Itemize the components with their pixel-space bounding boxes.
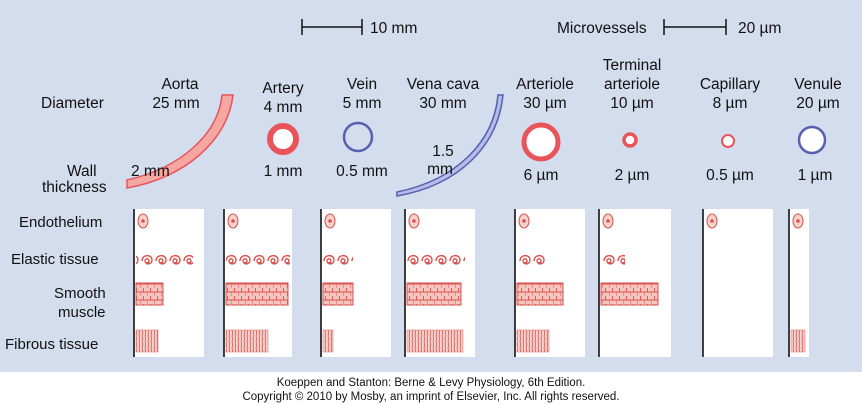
venule-name: Venule (794, 76, 841, 93)
row-label-diameter: Diameter (41, 95, 104, 112)
artery-smooth-muscle (225, 282, 289, 306)
microvessels-title: Microvessels (557, 20, 647, 37)
artery-tissue-panel (223, 209, 292, 357)
arteriole-elastic-tissue (517, 249, 547, 267)
terminal-arteriole-cross-section (622, 132, 638, 148)
row-label-muscle: muscle (58, 304, 106, 321)
venule-cross-section (797, 125, 827, 155)
aorta-elastic-tissue (136, 249, 193, 267)
capillary-name: Capillary (700, 76, 761, 93)
vein-diameter: 5 mm (343, 95, 382, 112)
artery-cross-section (267, 123, 299, 155)
vena-cava-name: Vena cava (407, 76, 480, 93)
row-label-elastic: Elastic tissue (11, 251, 99, 268)
aorta-diameter: 25 mm (152, 95, 199, 112)
scale-bar-20um-label: 20 µm (738, 20, 781, 37)
venule-panel-background (789, 209, 809, 357)
aorta-name: Aorta (161, 76, 198, 93)
aorta-wall-thickness: 2 mm (131, 163, 170, 180)
vena-cava-tissue-panel (404, 209, 475, 357)
artery-diameter: 4 mm (264, 99, 303, 116)
vena-cava-endothelial-nucleus (412, 219, 416, 223)
capillary-cross-section (721, 134, 735, 148)
capillary-endothelial-nucleus (710, 219, 714, 223)
scale-bar-10mm-label: 10 mm (370, 20, 417, 37)
venule-tissue-panel (788, 209, 809, 357)
vein-smooth-muscle (322, 282, 354, 306)
vein-tissue-panel (320, 209, 391, 357)
tissue-composition-panels (133, 209, 809, 357)
terminal-arteriole-smooth-muscle (600, 282, 659, 306)
arteriole-name: Arteriole (516, 76, 574, 93)
scale-bar-10mm: 10 mm (301, 19, 417, 37)
vein-wall-thickness: 0.5 mm (336, 163, 388, 180)
venule-diameter: 20 µm (796, 95, 839, 112)
terminal-arteriole-diameter: 10 µm (610, 95, 653, 112)
aorta-smooth-muscle (135, 282, 164, 306)
artery-name: Artery (262, 80, 304, 97)
row-label-thickness: thickness (42, 179, 107, 196)
vena-cava-wall-thickness-1: 1.5 (432, 143, 454, 160)
terminal-arteriole-name-1: Terminal (603, 57, 662, 74)
artery-elastic-tissue (226, 249, 290, 267)
arteriole-tissue-panel (514, 209, 585, 357)
venule-fibrous-tissue (790, 329, 806, 353)
artery-wall-thickness: 1 mm (264, 163, 303, 180)
terminal-arteriole-tissue-panel (598, 209, 671, 357)
vein-fibrous-tissue (322, 329, 334, 353)
vessel-diagram: 10 mm Microvessels 20 µm Diameter Wall t… (5, 19, 842, 357)
vena-cava-wall-thickness-2: mm (427, 161, 453, 178)
terminal-arteriole-endothelial-nucleus (606, 219, 610, 223)
row-label-fibrous: Fibrous tissue (5, 336, 98, 353)
row-label-wall: Wall (67, 163, 97, 180)
credit-line-1: Koeppen and Stanton: Berne & Levy Physio… (276, 377, 586, 389)
venule-endothelial-nucleus (796, 219, 800, 223)
aorta-wall-arc (126, 94, 234, 189)
capillary-wall-thickness: 0.5 µm (706, 167, 754, 184)
capillary-diameter: 8 µm (713, 95, 748, 112)
vein-name: Vein (347, 76, 377, 93)
capillary-tissue-panel (702, 209, 773, 357)
terminal-arteriole-name-2: arteriole (604, 76, 660, 93)
artery-fibrous-tissue (225, 329, 269, 353)
capillary-panel-background (703, 209, 773, 357)
vena-cava-wall-arc (396, 94, 504, 197)
terminal-arteriole-wall-thickness: 2 µm (615, 167, 650, 184)
vena-cava-diameter: 30 mm (419, 95, 466, 112)
credit-line-2: Copyright © 2010 by Mosby, an imprint of… (242, 391, 620, 403)
aorta-endothelial-nucleus (141, 219, 145, 223)
vena-cava-elastic-tissue (407, 249, 465, 267)
vein-cross-section (342, 121, 374, 153)
arteriole-diameter: 30 µm (523, 95, 566, 112)
terminal-arteriole-elastic-tissue (601, 249, 625, 267)
venule-wall-thickness: 1 µm (798, 167, 833, 184)
vena-cava-fibrous-tissue (406, 329, 464, 353)
arteriole-endothelial-nucleus (522, 219, 526, 223)
artery-cross-section-inner (273, 129, 293, 149)
vena-cava-smooth-muscle (406, 282, 462, 306)
row-label-smooth: Smooth (54, 285, 106, 302)
arteriole-cross-section (521, 122, 561, 162)
row-label-endothelium: Endothelium (19, 214, 102, 231)
aorta-tissue-panel (133, 209, 204, 357)
vein-elastic-tissue (323, 249, 353, 267)
arteriole-smooth-muscle (516, 282, 564, 306)
arteriole-wall-thickness: 6 µm (524, 167, 559, 184)
arteriole-fibrous-tissue (516, 329, 550, 353)
scale-bar-microvessels: Microvessels 20 µm (557, 19, 781, 37)
vein-endothelial-nucleus (328, 219, 332, 223)
artery-endothelial-nucleus (231, 219, 235, 223)
aorta-fibrous-tissue (135, 329, 159, 353)
